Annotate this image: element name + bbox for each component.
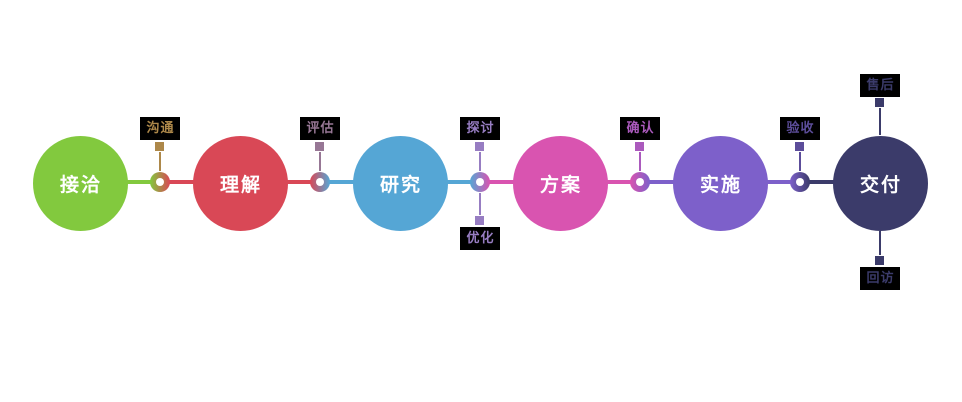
tag-confirmation: 确认 [620,117,660,140]
connector-node-icon [310,172,330,192]
tag-discussion: 探讨 [460,117,500,140]
tag-stem-line [799,152,801,171]
stage-deliver: 交付 [832,135,928,231]
stage-proposal: 方案 [512,135,608,231]
tag-acceptance: 验收 [780,117,820,140]
tag-stem-line [639,152,641,171]
tag-square-icon [875,98,884,107]
connector-line-left [444,180,471,184]
tag-evaluation: 评估 [300,117,340,140]
connector-node-icon [150,172,170,192]
stage-understand: 理解 [192,135,288,231]
connector-line-left [764,180,791,184]
tag-followup: 回访 [860,267,900,290]
connector-line-right [489,180,516,184]
stage-label: 方案 [539,173,582,196]
tag-stem-line [159,152,161,171]
tag-square-icon [155,142,164,151]
connector-line-right [809,180,836,184]
tag-stem-line [479,193,481,215]
stage-label: 交付 [859,173,902,196]
stage-label: 研究 [379,173,422,196]
connector-line-right [329,180,356,184]
tag-stem-line [879,231,881,255]
connector-line-right [169,180,196,184]
stage-label: 理解 [219,173,262,196]
connector-line-left [284,180,311,184]
stage-implement: 实施 [672,135,768,231]
stage-label: 接洽 [59,173,102,196]
tag-stem-line [879,108,881,135]
connector-node-icon [470,172,490,192]
connector-node-icon [790,172,810,192]
stage-research: 研究 [352,135,448,231]
tag-square-icon [475,142,484,151]
stage-contact: 接洽 [32,135,128,231]
stage-label: 实施 [699,173,742,196]
tag-square-icon [795,142,804,151]
tag-stem-line [319,152,321,171]
connector-line-right [649,180,676,184]
tag-square-icon [315,142,324,151]
connector-line-left [124,180,151,184]
tag-square-icon [635,142,644,151]
tag-communication: 沟通 [140,117,180,140]
tag-square-icon [475,216,484,225]
connector-node-icon [630,172,650,192]
tag-square-icon [875,256,884,265]
tag-stem-line [479,152,481,171]
tag-optimization: 优化 [460,227,500,250]
tag-aftersales: 售后 [860,74,900,97]
connector-line-left [604,180,631,184]
